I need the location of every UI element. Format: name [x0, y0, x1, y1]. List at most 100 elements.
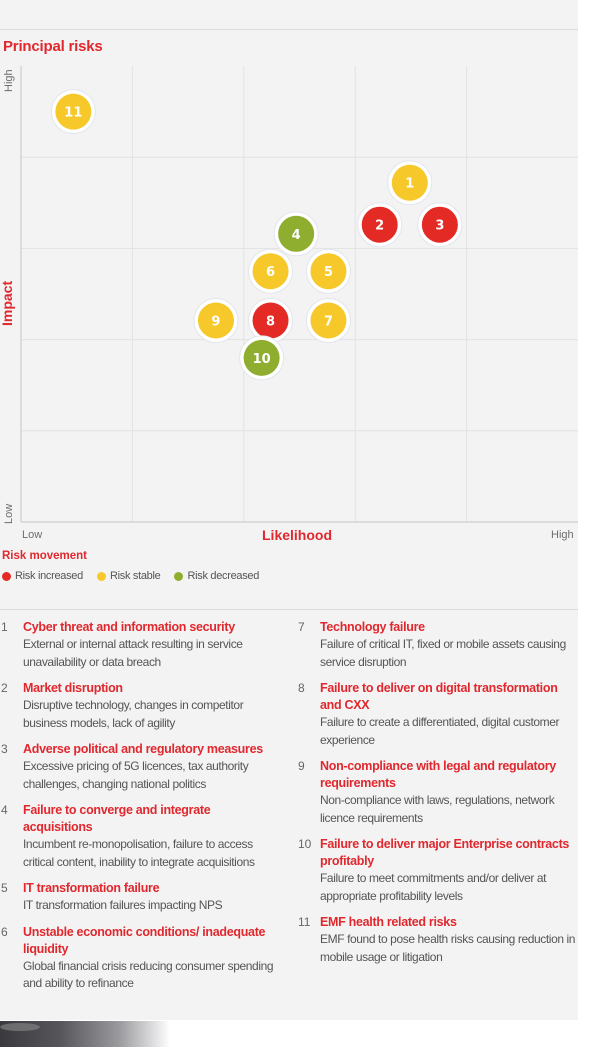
legend-item-stable: Risk stable — [96, 570, 161, 582]
point-label: 4 — [292, 228, 301, 243]
legend-label: Risk stable — [109, 570, 161, 582]
risk-title: IT transformation failure — [23, 881, 160, 895]
decorative-photo-strip — [0, 1021, 170, 1047]
point-label: 2 — [375, 219, 384, 234]
point-marker — [391, 164, 428, 201]
risk-point-7: 7 — [305, 297, 351, 343]
risk-item: 11 EMF health related risks EMF found to … — [297, 914, 579, 966]
point-marker — [55, 93, 92, 130]
point-label: 3 — [435, 219, 444, 234]
point-label: 7 — [324, 314, 333, 329]
point-label: 5 — [324, 265, 333, 280]
risk-point-5: 5 — [305, 248, 351, 294]
risk-item: 3 Adverse political and regulatory measu… — [0, 741, 282, 793]
green-dot-icon — [174, 571, 184, 581]
risk-point-4: 4 — [273, 211, 319, 257]
risk-description: IT transformation failures impacting NPS — [23, 898, 223, 912]
risk-description: Failure to create a differentiated, digi… — [320, 715, 560, 747]
legend: Risk increased Risk stable Risk decrease… — [2, 570, 259, 582]
x-tick-low: Low — [22, 529, 43, 541]
risk-number: 9 — [298, 759, 305, 773]
risk-point-10: 10 — [239, 335, 285, 381]
section-divider — [0, 609, 578, 610]
legend-item-increased: Risk increased — [2, 570, 83, 582]
risk-description: Failure of critical IT, fixed or mobile … — [320, 637, 566, 669]
risk-title: Failure to deliver on digital transforma… — [320, 681, 558, 712]
x-axis-label: Likelihood — [262, 527, 332, 543]
point-marker — [197, 302, 234, 339]
risk-number: 2 — [1, 681, 8, 695]
risk-number: 4 — [1, 803, 8, 817]
point-label: 6 — [266, 265, 275, 280]
y-tick-high: High — [3, 69, 15, 92]
point-marker — [252, 253, 289, 290]
risk-item: 4 Failure to converge and integrate acqu… — [0, 802, 282, 871]
risk-title: Non-compliance with legal and regulatory… — [320, 759, 556, 790]
point-marker — [278, 215, 315, 252]
point-label: 8 — [266, 314, 275, 329]
risk-number: 1 — [1, 620, 8, 634]
risk-item: 7 Technology failure Failure of critical … — [297, 619, 579, 671]
point-marker — [243, 339, 280, 376]
risk-number: 3 — [1, 742, 8, 756]
y-axis-label: Impact — [0, 280, 15, 326]
x-tick-high: High — [551, 529, 574, 541]
risk-item: 5 IT transformation failure IT transforma… — [0, 880, 282, 915]
legend-label: Risk increased — [15, 570, 83, 582]
risk-item: 8 Failure to deliver on digital transfor… — [297, 680, 579, 749]
risk-description: Disruptive technology, changes in compet… — [23, 698, 244, 730]
point-label: 10 — [253, 352, 271, 367]
risk-description: Incumbent re-monopolisation, failure to … — [23, 837, 255, 869]
point-label: 11 — [64, 106, 82, 121]
risk-description: External or internal attack resulting in… — [23, 637, 243, 669]
risk-point-1: 1 — [387, 160, 433, 206]
risk-list-right: 7 Technology failure Failure of critical … — [297, 619, 579, 975]
point-marker — [310, 253, 347, 290]
risk-point-11: 11 — [50, 89, 96, 135]
risk-description: Non-compliance with laws, regulations, n… — [320, 793, 555, 825]
risk-matrix-chart: 1 2 3 4 5 6 7 8 9 10 11 — [20, 66, 578, 523]
risk-description: EMF found to pose health risks causing r… — [320, 932, 576, 964]
point-marker — [421, 206, 458, 243]
principal-risks-panel — [0, 0, 578, 1020]
point-label: 9 — [211, 314, 220, 329]
risk-title: Market disruption — [23, 681, 123, 695]
risk-item: 6 Unstable economic conditions/ inadequa… — [0, 924, 282, 993]
risk-number: 6 — [1, 924, 8, 939]
point-marker — [310, 302, 347, 339]
yellow-dot-icon — [96, 571, 106, 581]
risk-number: 10 — [298, 837, 312, 851]
chart-grid — [20, 66, 578, 523]
risk-title: Cyber threat and information security — [23, 620, 235, 634]
risk-title: Failure to deliver major Enterprise cont… — [320, 837, 570, 868]
risk-point-2: 2 — [357, 202, 403, 248]
risk-list-left: 1 Cyber threat and information security E… — [0, 619, 282, 1002]
risk-item: 10 Failure to deliver major Enterprise c… — [297, 836, 579, 905]
point-marker — [252, 302, 289, 339]
chart-points: 1 2 3 4 5 6 7 8 9 10 11 — [50, 89, 463, 381]
risk-title: Adverse political and regulatory measure… — [23, 742, 263, 756]
risk-title: EMF health related risks — [320, 915, 457, 929]
red-dot-icon — [2, 571, 11, 581]
y-tick-low: Low — [3, 503, 15, 524]
risk-title: Failure to converge and integrate acquis… — [23, 803, 211, 834]
risk-title: Unstable economic conditions/ inadequate… — [23, 924, 266, 956]
legend-item-decreased: Risk decreased — [174, 570, 259, 582]
risk-title: Technology failure — [320, 620, 425, 634]
risk-number: 5 — [1, 881, 8, 895]
top-divider — [0, 29, 578, 30]
risk-point-6: 6 — [248, 248, 294, 294]
risk-item: 1 Cyber threat and information security E… — [0, 619, 282, 671]
risk-number: 11 — [298, 915, 311, 929]
risk-description: Failure to meet commitments and/or deliv… — [320, 871, 547, 903]
risk-number: 8 — [298, 681, 305, 695]
risk-description: Excessive pricing of 5G licences, tax au… — [23, 759, 249, 791]
risk-item: 9 Non-compliance with legal and regulato… — [297, 758, 579, 827]
risk-number: 7 — [298, 620, 305, 634]
legend-title: Risk movement — [2, 550, 88, 562]
risk-point-3: 3 — [417, 202, 463, 248]
legend-label: Risk decreased — [187, 570, 260, 582]
risk-description: Global financial crisis reducing consume… — [23, 958, 274, 991]
risk-point-8: 8 — [248, 297, 294, 343]
chart-title: Principal risks — [3, 38, 103, 55]
